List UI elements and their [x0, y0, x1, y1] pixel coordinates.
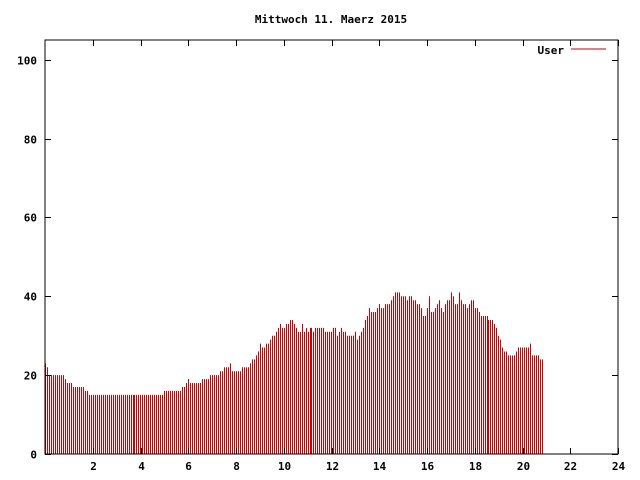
- legend-label: User: [538, 44, 565, 57]
- chart-title: Mittwoch 11. Maerz 2015: [255, 13, 407, 26]
- y-tick-label: 60: [24, 212, 37, 225]
- x-tick-label: 4: [138, 460, 145, 473]
- y-tick-label: 80: [24, 134, 37, 147]
- x-tick-label: 8: [233, 460, 240, 473]
- x-tick-label: 6: [185, 460, 192, 473]
- x-tick-label: 14: [373, 460, 387, 473]
- x-tick-label: 18: [469, 460, 482, 473]
- x-tick-label: 12: [326, 460, 339, 473]
- x-tick-label: 10: [278, 460, 291, 473]
- y-tick-label: 20: [24, 370, 37, 383]
- x-tick-label: 24: [612, 460, 626, 473]
- x-tick-label: 16: [421, 460, 435, 473]
- y-tick-label: 100: [17, 55, 37, 68]
- bar-series: [45, 292, 543, 454]
- y-tick-label: 40: [24, 291, 37, 304]
- x-tick-label: 20: [517, 460, 530, 473]
- x-tick-label: 22: [564, 460, 577, 473]
- x-tick-label: 2: [90, 460, 97, 473]
- plot-frame: [44, 39, 619, 455]
- legend: User: [538, 44, 606, 57]
- y-tick-label: 0: [30, 449, 37, 462]
